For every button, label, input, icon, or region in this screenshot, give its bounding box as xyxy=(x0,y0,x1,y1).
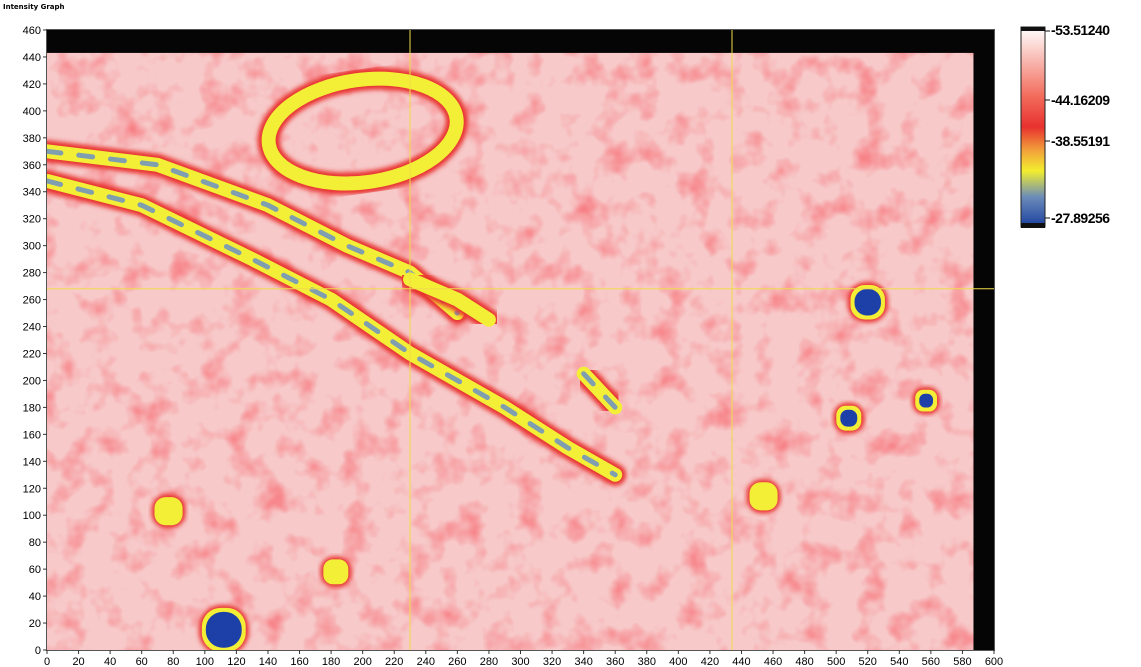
y-tick-label: 60 xyxy=(29,564,41,576)
colorbar-label-high: -44.16209 xyxy=(1051,92,1110,108)
ring-feature xyxy=(261,71,464,191)
y-tick-label: 100 xyxy=(23,510,41,522)
x-tick-label: 560 xyxy=(922,656,940,667)
band-2 xyxy=(403,272,496,327)
colorbar-cap-bottom xyxy=(1021,223,1045,228)
y-tick-label: 0 xyxy=(35,645,41,657)
x-tick-label: 180 xyxy=(322,656,340,667)
x-tick-label: 600 xyxy=(985,656,1003,667)
spot-core-8 xyxy=(840,409,858,427)
x-tick-label: 100 xyxy=(196,656,214,667)
y-tick-label: 140 xyxy=(23,456,41,468)
spot-core-11 xyxy=(205,611,242,648)
x-tick-label: 140 xyxy=(259,656,277,667)
chart-title: Intensity Graph xyxy=(3,3,65,11)
x-tick-label: 500 xyxy=(827,656,845,667)
y-tick-label: 320 xyxy=(23,214,41,226)
intensity-texture xyxy=(47,30,994,650)
colorbar-label-max: -53.51240 xyxy=(1051,22,1110,38)
y-tick-label: 200 xyxy=(23,375,41,387)
band-core-4 xyxy=(581,371,618,410)
x-tick-label: 120 xyxy=(227,656,245,667)
x-tick-label: 80 xyxy=(167,656,179,667)
colorbar-label-min: -27.89256 xyxy=(1051,210,1110,226)
x-tick-label: 520 xyxy=(859,656,877,667)
x-tick-label: 300 xyxy=(511,656,529,667)
x-tick-label: 20 xyxy=(72,656,84,667)
x-tick-label: 160 xyxy=(290,656,308,667)
x-tick-label: 540 xyxy=(890,656,908,667)
x-tick-label: 580 xyxy=(953,656,971,667)
spot-core-9 xyxy=(854,289,881,316)
y-tick-label: 440 xyxy=(23,52,41,64)
y-tick-label: 280 xyxy=(23,268,41,280)
y-tick-label: 300 xyxy=(23,241,41,253)
y-tick-label: 460 xyxy=(23,25,41,37)
x-tick-label: 380 xyxy=(638,656,656,667)
y-tick-label: 80 xyxy=(29,537,41,549)
x-tick-label: 260 xyxy=(448,656,466,667)
x-tick-label: 440 xyxy=(732,656,750,667)
y-tick-label: 340 xyxy=(23,187,41,199)
x-tick-label: 0 xyxy=(44,656,50,667)
colorbar-label-mid: -38.55191 xyxy=(1051,133,1110,149)
y-tick-label: 220 xyxy=(23,348,41,360)
x-tick-label: 240 xyxy=(417,656,435,667)
y-tick-label: 260 xyxy=(23,295,41,307)
x-tick-label: 340 xyxy=(574,656,592,667)
spot-ring-6 xyxy=(323,559,349,585)
y-tick-label: 240 xyxy=(23,322,41,334)
x-tick-label: 320 xyxy=(543,656,561,667)
y-tick-label: 120 xyxy=(23,483,41,495)
y-tick-label: 380 xyxy=(23,133,41,145)
spot-ring-7 xyxy=(749,482,778,511)
y-tick-label: 360 xyxy=(23,160,41,172)
colorbar-cap-top xyxy=(1021,27,1045,31)
y-tick-label: 20 xyxy=(29,618,41,630)
y-tick-label: 180 xyxy=(23,402,41,414)
spot-ring-5 xyxy=(154,497,183,526)
spot-core-10 xyxy=(919,393,934,408)
x-tick-label: 420 xyxy=(701,656,719,667)
y-tick-label: 420 xyxy=(23,79,41,91)
band-core-0 xyxy=(47,178,618,478)
colorbar-ramp xyxy=(1020,26,1046,228)
mask-top xyxy=(47,30,994,53)
x-tick-label: 480 xyxy=(795,656,813,667)
y-tick-label: 160 xyxy=(23,429,41,441)
x-tick-label: 220 xyxy=(385,656,403,667)
y-tick-label: 400 xyxy=(23,106,41,118)
x-tick-label: 460 xyxy=(764,656,782,667)
x-tick-label: 200 xyxy=(353,656,371,667)
x-tick-label: 360 xyxy=(606,656,624,667)
mask-right xyxy=(973,30,994,650)
x-tick-label: 400 xyxy=(669,656,687,667)
x-tick-label: 60 xyxy=(136,656,148,667)
x-tick-label: 40 xyxy=(104,656,116,667)
y-tick-label: 40 xyxy=(29,591,41,603)
x-tick-label: 280 xyxy=(480,656,498,667)
